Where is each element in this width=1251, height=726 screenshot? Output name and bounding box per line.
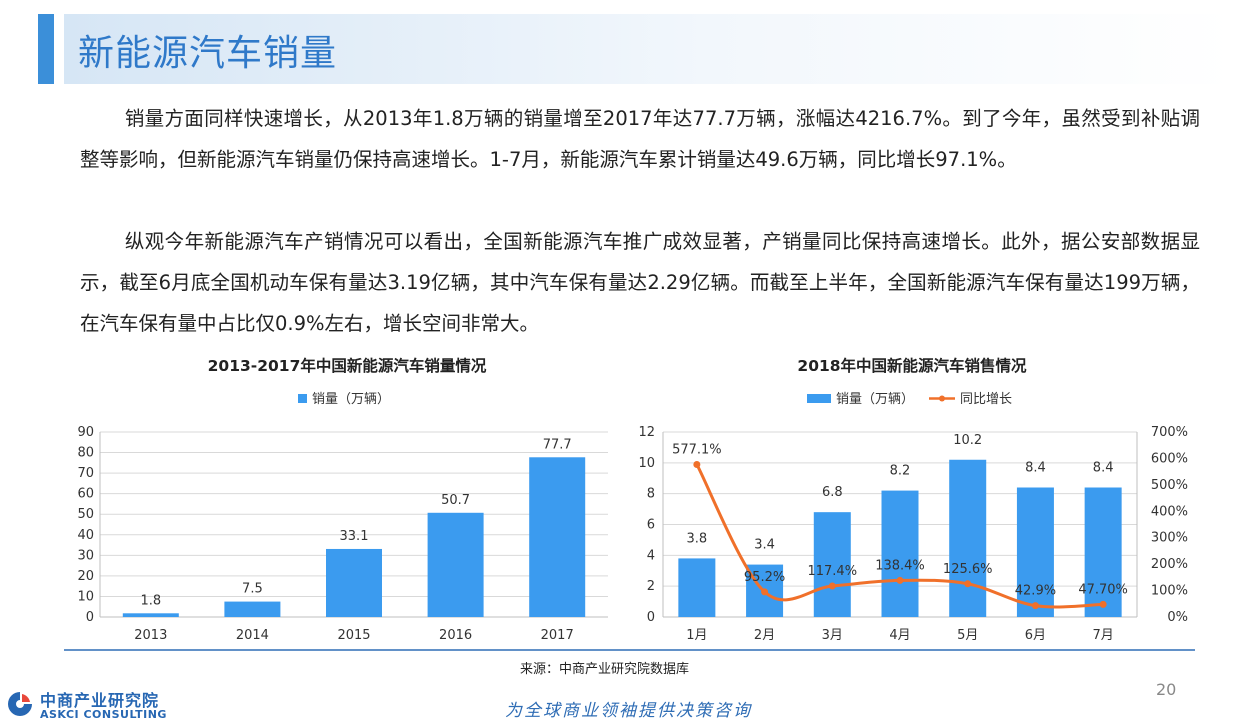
chart2-growth-data-label: 125.6%	[943, 562, 993, 577]
chart2-bar-data-label: 8.4	[1025, 461, 1046, 476]
chart1-data-label: 7.5	[242, 582, 263, 597]
logo-name-en: ASKCI CONSULTING	[40, 708, 167, 721]
page-title: 新能源汽车销量	[78, 33, 338, 74]
chart2-bar-data-label: 3.8	[687, 531, 708, 546]
chart2-y-left-tick: 8	[647, 487, 655, 502]
chart1-y-tick: 40	[77, 528, 94, 543]
chart1-y-tick: 60	[77, 487, 94, 502]
chart1-y-tick: 50	[77, 507, 94, 522]
chart2-x-tick: 5月	[957, 628, 978, 643]
chart2-bar	[881, 490, 919, 617]
chart1-bar	[224, 601, 281, 617]
chart1-bar	[529, 457, 586, 617]
chart1-data-label: 77.7	[543, 437, 572, 452]
chart1-legend-swatch	[298, 394, 307, 403]
chart1-bar	[326, 548, 382, 617]
chart1-x-tick: 2016	[439, 628, 472, 643]
chart1-x-tick: 2013	[134, 628, 167, 643]
chart1-title: 2013-2017年中国新能源汽车销量情况	[208, 356, 487, 375]
title-accent-bar	[38, 14, 54, 84]
chart1-bar	[122, 613, 179, 617]
paragraph-sales-growth: 销量方面同样快速增长，从2013年1.8万辆的销量增至2017年达77.7万辆，…	[80, 107, 1200, 171]
chart1-y-tick: 90	[77, 425, 94, 440]
chart2-bar	[1016, 487, 1054, 617]
chart2-growth-point	[1031, 602, 1039, 610]
logo-name-cn: 中商产业研究院	[40, 691, 160, 710]
chart2-bar-data-label: 8.2	[890, 464, 911, 479]
chart1-y-tick: 80	[77, 446, 94, 461]
chart2-bar	[813, 512, 851, 617]
chart2-growth-point	[761, 588, 769, 596]
chart1-y-tick: 10	[77, 589, 94, 604]
chart2-y-left-tick: 10	[638, 456, 655, 471]
chart2-y-left-tick: 6	[647, 518, 655, 533]
chart2-x-tick: 6月	[1025, 628, 1046, 643]
chart2-growth-data-label: 95.2%	[744, 570, 785, 585]
chart2-legend-swatch-bar	[807, 394, 831, 403]
chart1-data-label: 33.1	[340, 529, 369, 544]
chart2-growth-data-label: 138.4%	[875, 558, 925, 573]
chart2-x-tick: 1月	[686, 628, 707, 643]
chart1-y-tick: 70	[77, 466, 94, 481]
chart2-y-right-tick: 500%	[1151, 478, 1188, 493]
chart1-x-tick: 2017	[541, 628, 574, 643]
chart1-x-tick: 2015	[337, 628, 370, 643]
chart2-y-left-tick: 12	[638, 425, 655, 440]
chart2-bar	[1084, 487, 1122, 617]
chart2-title: 2018年中国新能源汽车销售情况	[797, 356, 1027, 375]
chart1-x-tick: 2014	[236, 628, 269, 643]
chart2-y-left-tick: 2	[647, 579, 655, 594]
page-number: 20	[1156, 680, 1177, 699]
chart2-x-tick: 4月	[889, 628, 910, 643]
chart1-bar	[427, 512, 484, 617]
chart2-legend-label-bar: 销量（万辆）	[836, 392, 914, 407]
source-note: 来源：中商产业研究院数据库	[520, 662, 690, 677]
chart2-x-tick: 7月	[1093, 628, 1114, 643]
chart1-y-tick: 30	[77, 548, 94, 563]
footer-slogan: 为全球商业领袖提供决策咨询	[505, 701, 752, 721]
chart2-bar	[678, 558, 716, 617]
chart2-growth-data-label: 117.4%	[807, 564, 857, 579]
chart2-y-right-tick: 700%	[1151, 425, 1188, 440]
paragraph-market-outlook: 纵观今年新能源汽车产销情况可以看出，全国新能源汽车推广成效显著，产销量同比保持高…	[80, 230, 1200, 335]
chart1-data-label: 1.8	[140, 593, 161, 608]
chart2-growth-point	[693, 460, 701, 468]
chart2-growth-data-label: 577.1%	[672, 442, 722, 457]
chart2-growth-point	[1099, 600, 1107, 608]
chart2-y-right-tick: 600%	[1151, 451, 1188, 466]
chart2-growth-point	[896, 576, 904, 584]
chart2-y-right-tick: 300%	[1151, 531, 1188, 546]
chart2-growth-point	[828, 582, 836, 590]
chart2-y-right-tick: 100%	[1151, 584, 1188, 599]
chart1-y-tick: 20	[77, 569, 94, 584]
title-banner	[64, 14, 1234, 84]
logo-mark-icon	[8, 692, 32, 716]
chart2-y-left-tick: 4	[647, 548, 655, 563]
chart2-y-right-tick: 0%	[1167, 610, 1188, 625]
chart2-x-tick: 2月	[754, 628, 775, 643]
chart2-growth-data-label: 47.70%	[1078, 582, 1128, 597]
chart1-y-tick: 0	[86, 610, 94, 625]
chart2-growth-point	[964, 580, 972, 588]
chart1-data-label: 50.7	[441, 493, 470, 508]
company-logo: 中商产业研究院 ASKCI CONSULTING	[2, 684, 182, 726]
chart2-y-right-tick: 400%	[1151, 504, 1188, 519]
chart2-y-left-tick: 0	[647, 610, 655, 625]
chart2-legend-label-line: 同比增长	[960, 392, 1012, 407]
chart2-y-right-tick: 200%	[1151, 557, 1188, 572]
chart2-bar-data-label: 3.4	[754, 538, 775, 553]
chart1-legend-label: 销量（万辆）	[312, 392, 390, 407]
chart2-bar-data-label: 10.2	[953, 433, 982, 448]
chart2-bar-data-label: 8.4	[1093, 461, 1114, 476]
chart2-x-tick: 3月	[822, 628, 843, 643]
chart2-bar-data-label: 6.8	[822, 485, 843, 500]
chart2-bar	[949, 459, 987, 617]
chart2-legend-marker	[939, 395, 945, 402]
chart2-growth-data-label: 42.9%	[1015, 584, 1056, 599]
